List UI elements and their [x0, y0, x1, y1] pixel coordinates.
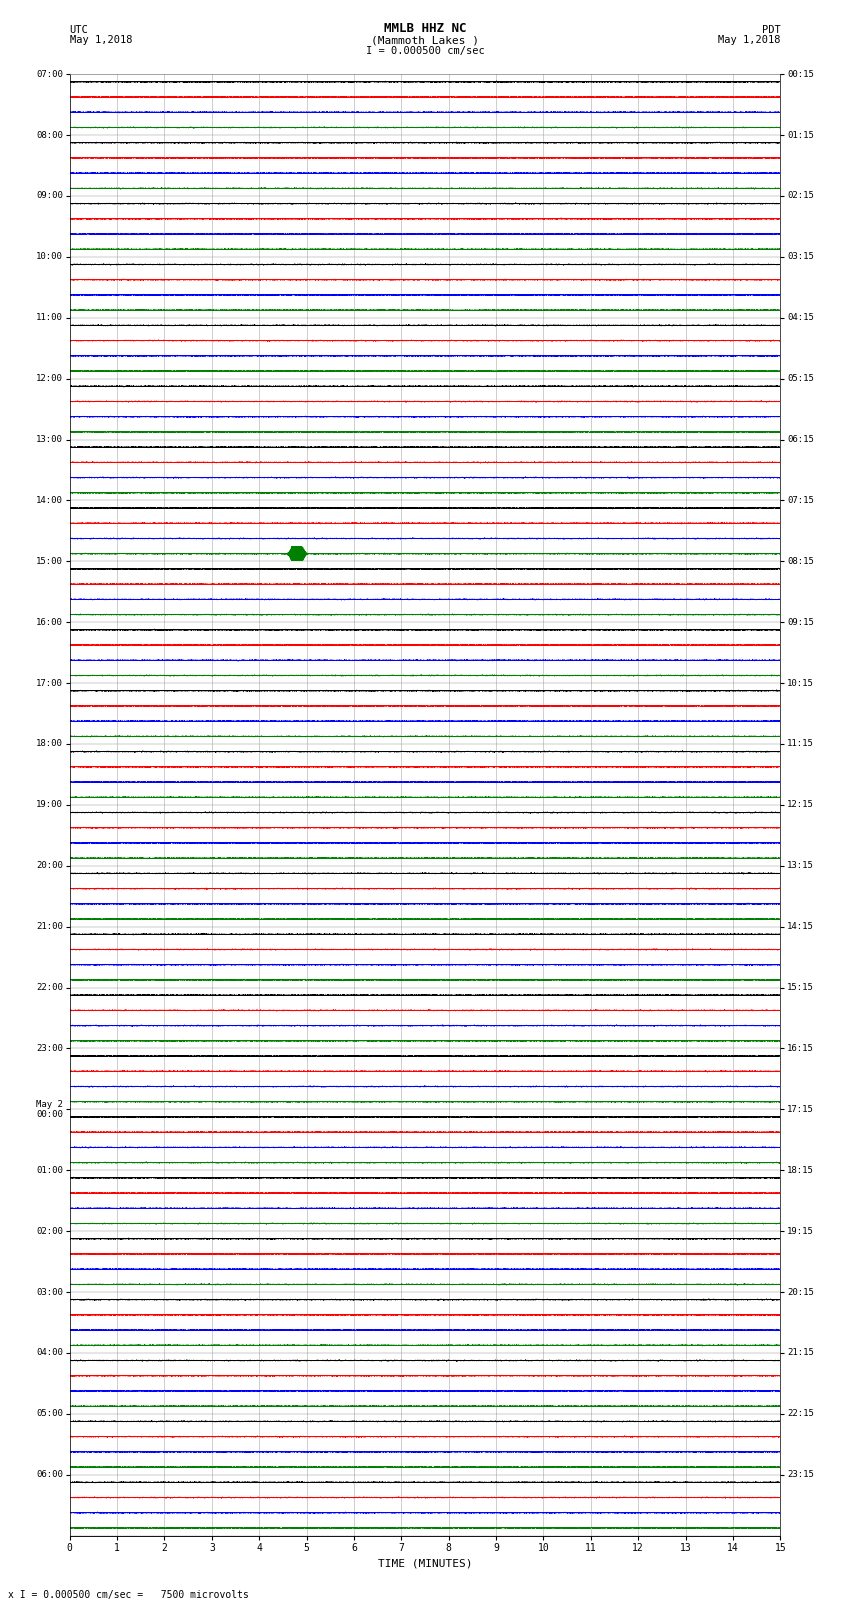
Text: I = 0.000500 cm/sec: I = 0.000500 cm/sec [366, 45, 484, 56]
Text: May 1,2018: May 1,2018 [717, 35, 780, 45]
Text: MMLB HHZ NC: MMLB HHZ NC [383, 21, 467, 35]
Text: UTC: UTC [70, 24, 88, 35]
Text: (Mammoth Lakes ): (Mammoth Lakes ) [371, 35, 479, 45]
Text: x I = 0.000500 cm/sec =   7500 microvolts: x I = 0.000500 cm/sec = 7500 microvolts [8, 1590, 249, 1600]
Text: May 1,2018: May 1,2018 [70, 35, 133, 45]
Text: PDT: PDT [762, 24, 780, 35]
X-axis label: TIME (MINUTES): TIME (MINUTES) [377, 1558, 473, 1568]
